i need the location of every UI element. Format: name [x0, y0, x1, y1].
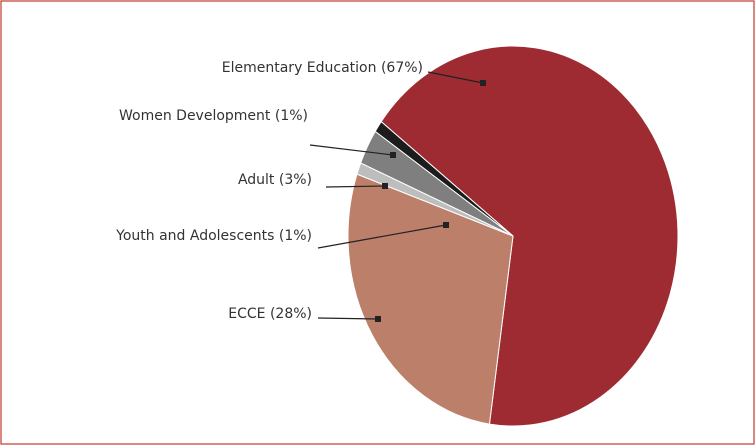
leader-dot — [375, 316, 381, 322]
leader-dot — [443, 222, 449, 228]
slice-label: Women Development (1%) — [119, 108, 308, 124]
pie-slice — [374, 120, 514, 237]
leader-dot — [480, 80, 486, 86]
leader-line — [427, 71, 484, 84]
slice-label: Youth and Adolescents (1%) — [115, 228, 312, 244]
slice-label: ECCE (28%) — [228, 306, 312, 322]
slice-label: Adult (3%) — [238, 172, 312, 188]
slice-label: Elementary Education (67%) — [222, 60, 423, 76]
leader-line — [325, 185, 386, 188]
leader-dot — [382, 183, 388, 189]
pie-slice — [380, 45, 679, 427]
leader-dot — [390, 152, 396, 158]
leader-line — [317, 224, 447, 249]
pie-slice — [347, 173, 514, 425]
leader-line — [309, 144, 394, 156]
leader-line — [317, 317, 379, 320]
